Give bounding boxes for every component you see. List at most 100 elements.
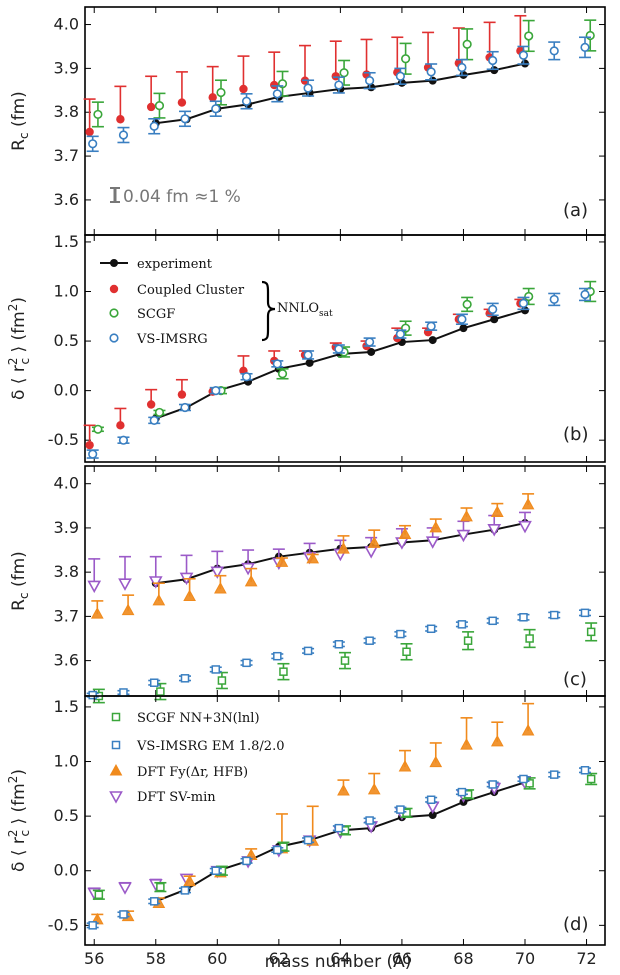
dft-fy-point (367, 536, 381, 548)
y-tick-label: 4.0 (54, 15, 79, 34)
scgf-square-point (156, 882, 165, 892)
dft-sv-point (364, 546, 379, 559)
annotation-text: 0.04 fm ≈1 % (123, 187, 241, 207)
experiment-point (428, 811, 437, 820)
scgf-point (93, 424, 103, 434)
dft-fy-point (121, 603, 135, 616)
dft-fy-point (521, 497, 535, 510)
y-axis-label: δ ⟨ r2c ⟩ (fm2) (6, 769, 32, 872)
dft-fy-point (490, 505, 504, 517)
vs-square-point (334, 640, 344, 649)
scgf-square-point (586, 774, 596, 784)
dft-fy-point (306, 551, 320, 564)
vs-square-point (426, 624, 436, 634)
y-tick-label: 1.0 (54, 752, 79, 771)
y-tick-label: 1.5 (54, 232, 79, 251)
legend-marker-vs (109, 333, 119, 343)
scgf-point (339, 68, 349, 78)
panel-label-a: (a) (563, 200, 588, 221)
panel-label-c: (c) (563, 669, 587, 690)
vs-point (488, 55, 498, 66)
cc-point (239, 84, 248, 94)
panel-d: -0.5 0.0 0.5 1.0 1.5 56 58 60 62 64 66 68 70 72 δ ⟨ r2… (6, 695, 606, 968)
vs-square-point (211, 665, 221, 674)
vs-square-point (549, 770, 559, 779)
dft-sv-point (87, 580, 102, 594)
dft-sv-point (425, 536, 440, 549)
vs-point (334, 80, 344, 90)
vs-square-point (334, 823, 344, 833)
vs-point (457, 314, 467, 324)
legend-brace (261, 280, 276, 342)
vs-square-point (211, 866, 221, 875)
vs-square-point (88, 921, 97, 930)
experiment-point (459, 324, 468, 333)
cc-point (116, 421, 125, 430)
y-tick-label: 0.5 (54, 806, 79, 825)
x-tick-label: 70 (515, 949, 535, 968)
experiment-point (490, 66, 499, 75)
legend-marker-scgf (109, 308, 119, 318)
legend-marker-dft-fy (109, 763, 123, 776)
y-tick-label: 3.7 (54, 606, 79, 625)
vs-square-point (519, 774, 528, 784)
legend-marker-cc (109, 284, 119, 294)
cc-point (146, 400, 156, 409)
cc-point (177, 390, 187, 399)
x-tick-label: 64 (330, 949, 350, 968)
vs-point (549, 46, 559, 56)
vs-square-point (149, 678, 159, 687)
y-axis-label: Rc (fm) (9, 91, 31, 151)
dft-fy-point (275, 555, 289, 567)
scgf-point (462, 39, 472, 49)
vs-point (518, 50, 529, 60)
vs-point (395, 71, 405, 81)
vs-point (395, 329, 405, 339)
cc-point (85, 127, 94, 137)
y-tick-label: 0.0 (54, 861, 79, 880)
vs-square-point (180, 674, 190, 683)
vs-point (426, 321, 436, 331)
y-tick-label: -0.5 (48, 915, 79, 934)
vs-square-point (426, 795, 436, 804)
vs-point (426, 67, 436, 77)
vs-point (180, 114, 190, 124)
scgf-point (401, 54, 411, 64)
panel-b: -0.5 0.0 0.5 1.0 1.5 δ ⟨ r2c ⟩ (fm2) (6, 232, 606, 463)
vs-square-point (457, 620, 467, 629)
vs-square-point (242, 658, 251, 668)
dft-fy-point (152, 593, 166, 606)
vs-square-point (303, 646, 313, 656)
cc-point (331, 72, 340, 81)
dft-fy-point (429, 520, 443, 533)
legend-bracket-label: NNLOsat (277, 301, 333, 319)
dft-fy-point (337, 542, 350, 554)
y-tick-label: 3.9 (54, 58, 79, 77)
x-tick-label: 72 (576, 949, 596, 968)
scgf-point (585, 30, 595, 41)
x-tick-label: 58 (146, 949, 166, 968)
vs-square-point (88, 690, 97, 700)
vs-square-point (180, 886, 190, 895)
dft-fy-point (398, 527, 412, 540)
y-tick-label: 1.5 (54, 697, 79, 716)
vs-square-point (273, 651, 282, 661)
vs-point (272, 89, 282, 99)
scgf-square-point (402, 647, 411, 657)
scgf-point (93, 109, 103, 120)
vs-point (241, 372, 252, 382)
vs-point (272, 359, 282, 369)
cc-point (85, 440, 94, 450)
vs-square-point (365, 816, 374, 825)
experiment-point (305, 358, 314, 367)
x-axis-label: mass number (A) (265, 952, 412, 972)
legend-d-label-2: DFT Fy(Δr, HFB) (137, 765, 248, 780)
panel-c: 3.6 3.7 3.8 3.9 4.0 Rc (fm) (9, 465, 606, 704)
vs-square-point (519, 613, 528, 622)
dft-fy-point (90, 607, 104, 619)
scgf-square-point (463, 636, 473, 645)
legend-b-label-1: Coupled Cluster (137, 283, 245, 298)
vs-square-point (149, 897, 159, 906)
scgf-square-point (156, 687, 165, 696)
